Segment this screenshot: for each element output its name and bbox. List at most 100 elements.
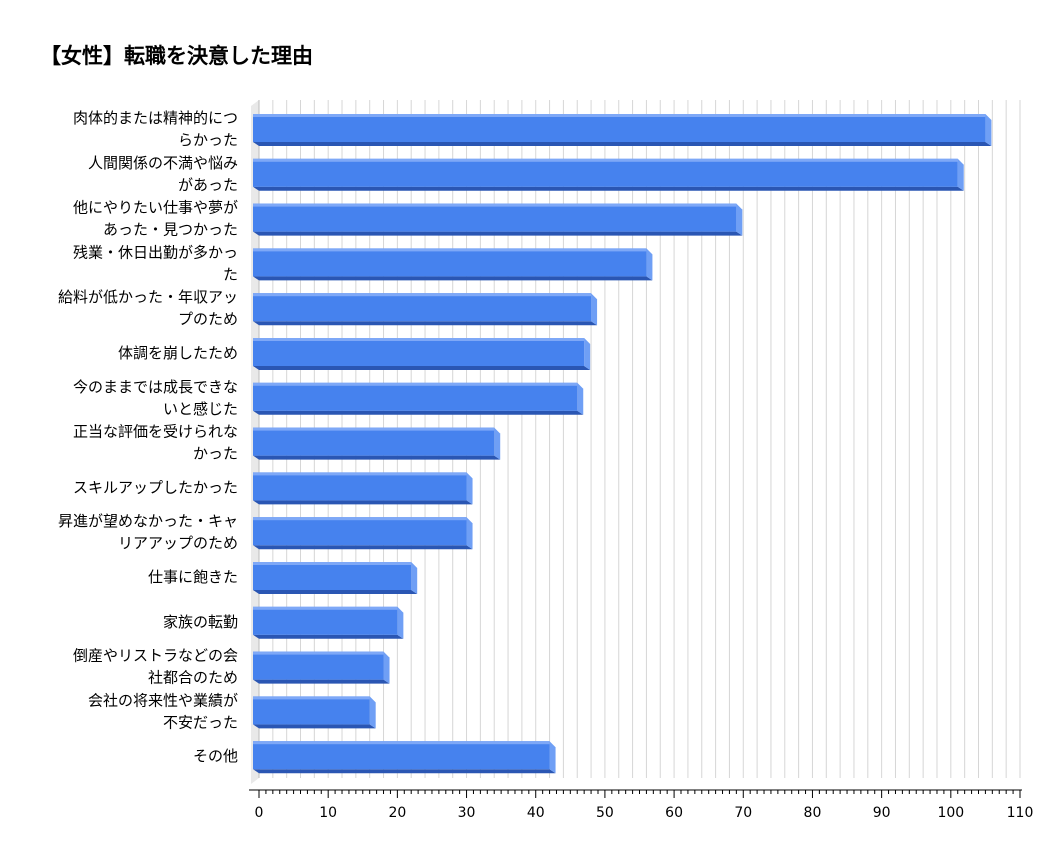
bar-bottom-face	[253, 500, 473, 505]
category-label: 仕事に飽きた	[148, 568, 238, 586]
bar	[253, 562, 412, 590]
bar-end-face	[584, 338, 591, 370]
category-label: いと感じた	[163, 400, 238, 418]
bar-highlight	[253, 562, 412, 565]
x-tick-label: 100	[937, 805, 964, 821]
x-tick-label: 50	[596, 805, 614, 821]
category-label: 他にやりたい仕事や夢が	[73, 199, 238, 217]
x-tick-label: 40	[527, 805, 545, 821]
bar-bottom-face	[253, 186, 964, 191]
bars	[253, 114, 992, 774]
bar-bottom-face	[253, 366, 591, 370]
category-label: 不安だった	[163, 713, 238, 731]
bar-bottom-face	[253, 545, 473, 550]
x-tick-label: 60	[665, 805, 683, 821]
bar-end-face	[985, 114, 992, 146]
bar-end-face	[646, 248, 653, 281]
bar-end-face	[591, 293, 598, 326]
bar	[253, 606, 398, 635]
bar	[253, 382, 578, 411]
bar-bottom-face	[253, 590, 418, 594]
bar	[253, 338, 585, 366]
category-label: スキルアップしたかった	[73, 478, 238, 496]
x-tick-label: 80	[804, 805, 822, 821]
category-label: プのため	[178, 310, 238, 328]
bar-highlight	[253, 472, 467, 476]
bar-highlight	[253, 651, 384, 655]
category-label: かった	[193, 445, 238, 463]
bar	[253, 696, 370, 725]
bar-end-face	[397, 606, 404, 639]
bar-end-face	[494, 427, 501, 460]
x-tick-label: 110	[1007, 805, 1034, 821]
category-label: 体調を崩したため	[118, 344, 238, 362]
bar-highlight	[253, 114, 986, 117]
bar	[253, 427, 495, 456]
bar-bottom-face	[253, 634, 404, 639]
bar-highlight	[253, 427, 495, 431]
bar	[253, 472, 467, 501]
category-label: 給料が低かった・年収アッ	[58, 288, 238, 306]
bar-bottom-face	[253, 231, 743, 236]
category-label: 人間関係の不満や悩み	[88, 154, 238, 172]
bar-end-face	[466, 472, 473, 505]
category-label: た	[223, 265, 238, 283]
bar-end-face	[369, 696, 376, 729]
bar-bottom-face	[253, 142, 992, 146]
bar-end-face	[736, 203, 743, 236]
bar-bottom-face	[253, 724, 376, 729]
bar-highlight	[253, 517, 467, 521]
bar-end-face	[549, 741, 556, 774]
category-label: 会社の将来性や業績が	[88, 691, 238, 709]
bar	[253, 651, 384, 680]
bar	[253, 741, 550, 770]
category-label: 社都合のため	[148, 669, 238, 687]
category-label: 正当な評価を受けられな	[73, 423, 238, 441]
bar-bottom-face	[253, 276, 653, 281]
bar	[253, 293, 592, 322]
category-label: 昇進が望めなかった・キャ	[58, 512, 238, 530]
bar	[253, 114, 986, 142]
x-axis: 0 10 20 30 40 50 60 70 80 90 100 110	[249, 789, 1034, 821]
x-tick-label: 30	[458, 805, 476, 821]
category-label: 家族の転勤	[163, 613, 238, 631]
bar-highlight	[253, 382, 578, 386]
category-label: 肉体的または精神的につ	[73, 109, 238, 127]
x-tick-label: 20	[388, 805, 406, 821]
bar-end-face	[957, 158, 964, 191]
x-tick-label: 10	[319, 805, 337, 821]
bar-bottom-face	[253, 769, 556, 774]
bar-highlight	[253, 696, 370, 700]
bar-highlight	[253, 606, 398, 610]
bar	[253, 248, 647, 277]
bar-bottom-face	[253, 321, 598, 326]
x-tick-label: 70	[734, 805, 752, 821]
bar-end-face	[577, 382, 584, 415]
bar	[253, 158, 958, 187]
bar-end-face	[466, 517, 473, 550]
bar	[253, 517, 467, 546]
bar-bottom-face	[253, 455, 501, 460]
bar	[253, 203, 737, 232]
bar-end-face	[383, 651, 390, 684]
bar-highlight	[253, 741, 550, 745]
category-label: 残業・休日出勤が多かっ	[73, 243, 238, 261]
x-tick-label: 90	[873, 805, 891, 821]
bar-bottom-face	[253, 410, 584, 415]
bar-highlight	[253, 338, 585, 341]
category-labels: 肉体的または精神的につらかった人間関係の不満や悩みがあった他にやりたい仕事や夢が…	[58, 109, 238, 765]
category-label: あった・見つかった	[103, 221, 238, 239]
category-label: らかった	[178, 131, 238, 149]
category-label: があった	[178, 176, 238, 194]
bar-highlight	[253, 293, 592, 297]
chart-title: 【女性】転職を決意した理由	[40, 44, 313, 68]
bar-bottom-face	[253, 679, 390, 684]
category-label: 今のままでは成長できな	[73, 378, 238, 396]
bar-highlight	[253, 158, 958, 162]
category-label: 倒産やリストラなどの会	[73, 647, 238, 665]
bar-highlight	[253, 248, 647, 252]
bar-highlight	[253, 203, 737, 207]
category-label: リアアップのため	[118, 534, 238, 552]
category-label: その他	[193, 747, 238, 765]
